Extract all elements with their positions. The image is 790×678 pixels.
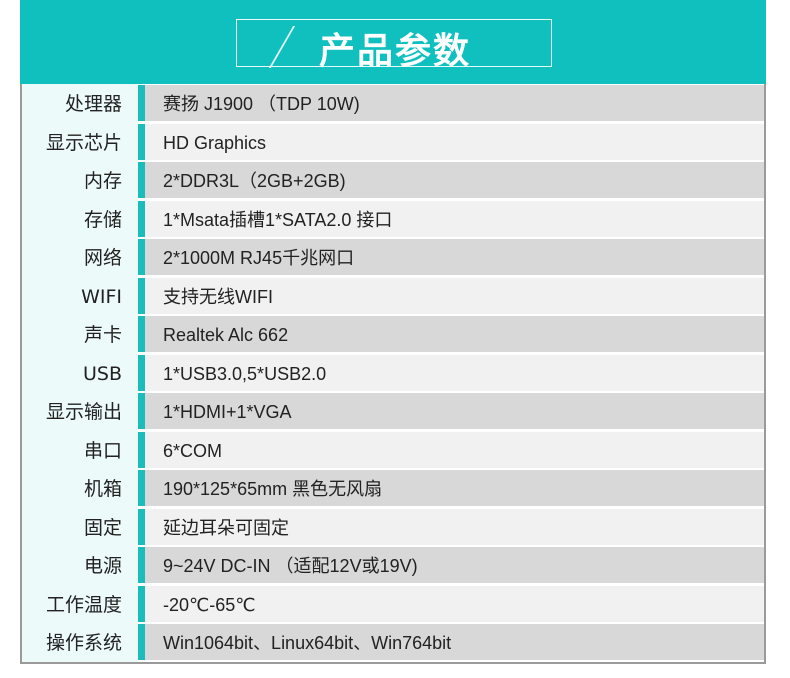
spec-value: 2*DDR3L（2GB+2GB) — [145, 162, 764, 198]
accent-strip — [138, 85, 145, 121]
spec-row: 工作温度 -20℃-65℃ — [22, 585, 764, 622]
spec-value: 6*COM — [145, 431, 764, 468]
spec-value: -20℃-65℃ — [145, 585, 764, 622]
spec-label: 机箱 — [83, 478, 122, 500]
accent-strip — [138, 277, 145, 314]
accent-strip — [138, 162, 145, 198]
spec-row: 串口 6*COM — [22, 431, 764, 468]
accent-strip — [138, 624, 145, 660]
spec-row: 网络 2*1000M RJ45千兆网口 — [22, 239, 764, 275]
accent-strip — [138, 354, 145, 391]
spec-row: USB 1*USB3.0,5*USB2.0 — [22, 354, 764, 391]
spec-row: 显示输出 1*HDMI+1*VGA — [22, 393, 764, 429]
spec-value: 赛扬 J1900 （TDP 10W) — [145, 85, 764, 121]
spec-row: 电源 9~24V DC-IN （适配12V或19V) — [22, 547, 764, 583]
spec-label: 电源 — [83, 555, 122, 577]
header-banner: 产品参数 — [20, 0, 766, 84]
page-title: 产品参数 — [319, 31, 472, 72]
accent-strip — [138, 200, 145, 237]
spec-row: 处理器 赛扬 J1900 （TDP 10W) — [22, 85, 764, 121]
spec-label: 显示输出 — [45, 401, 122, 423]
spec-value: 1*USB3.0,5*USB2.0 — [145, 354, 764, 391]
spec-row: 内存 2*DDR3L（2GB+2GB) — [22, 162, 764, 198]
spec-value: Win1064bit、Linux64bit、Win764bit — [145, 624, 764, 660]
spec-value: HD Graphics — [145, 123, 764, 160]
spec-value: Realtek Alc 662 — [145, 316, 764, 352]
spec-label: 工作温度 — [45, 593, 122, 616]
spec-value: 190*125*65mm 黑色无风扇 — [145, 470, 764, 506]
spec-label: 固定 — [83, 516, 122, 539]
spec-value: 延边耳朵可固定 — [145, 508, 764, 545]
spec-row: 固定 延边耳朵可固定 — [22, 508, 764, 545]
spec-row: 存储 1*Msata插槽1*SATA2.0 接口 — [22, 200, 764, 237]
accent-strip — [138, 393, 145, 429]
spec-label: 串口 — [83, 439, 122, 462]
spec-value: 支持无线WIFI — [145, 277, 764, 314]
spec-label: 显示芯片 — [45, 131, 122, 154]
spec-value: 2*1000M RJ45千兆网口 — [145, 239, 764, 275]
accent-strip — [138, 585, 145, 622]
spec-label: 声卡 — [83, 324, 122, 346]
spec-row: WIFI 支持无线WIFI — [22, 277, 764, 314]
spec-table: 处理器 赛扬 J1900 （TDP 10W) 显示芯片 HD Graphics 内存 2*… — [20, 84, 766, 664]
accent-strip — [138, 547, 145, 583]
spec-value: 9~24V DC-IN （适配12V或19V) — [145, 547, 764, 583]
spec-row: 机箱 190*125*65mm 黑色无风扇 — [22, 470, 764, 506]
spec-row: 操作系统 Win1064bit、Linux64bit、Win764bit — [22, 624, 764, 660]
accent-strip — [138, 470, 145, 506]
slash-decoration — [268, 26, 296, 68]
accent-strip — [138, 431, 145, 468]
spec-label: WIFI — [81, 285, 122, 308]
spec-value: 1*HDMI+1*VGA — [145, 393, 764, 429]
accent-strip — [138, 316, 145, 352]
spec-label: USB — [82, 362, 122, 385]
accent-strip — [138, 123, 145, 160]
accent-strip — [138, 239, 145, 275]
spec-label: 存储 — [83, 208, 122, 231]
spec-label: 操作系统 — [45, 632, 122, 654]
label-column — [22, 84, 138, 662]
spec-row: 声卡 Realtek Alc 662 — [22, 316, 764, 352]
spec-label: 内存 — [83, 170, 122, 192]
spec-label: 网络 — [83, 247, 122, 269]
title-box: 产品参数 — [236, 19, 552, 72]
spec-value: 1*Msata插槽1*SATA2.0 接口 — [145, 200, 764, 237]
spec-label: 处理器 — [64, 93, 122, 115]
accent-strip — [138, 508, 145, 545]
spec-row: 显示芯片 HD Graphics — [22, 123, 764, 160]
